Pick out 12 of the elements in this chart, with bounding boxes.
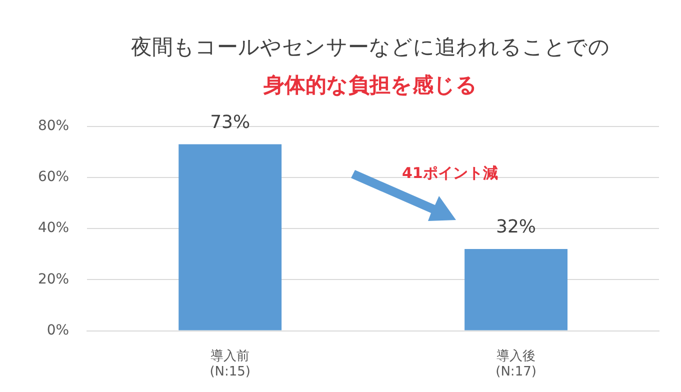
y-tick-label: 20% <box>38 271 70 288</box>
y-tick-label: 0% <box>46 322 70 338</box>
data-label: 32% <box>496 216 536 238</box>
chart-title: 夜間もコールやセンサーなどに追われることでの <box>130 34 611 61</box>
y-tick-label: 40% <box>38 220 70 236</box>
annotation: 41ポイント減 <box>402 164 498 183</box>
chart-subtitle: 身体的な負担を感じる <box>262 72 478 99</box>
y-tick-label: 60% <box>38 169 70 186</box>
x-tick-label: 導入後 (N:17) <box>496 348 536 380</box>
data-label: 73% <box>210 112 250 133</box>
y-tick-label: 80% <box>38 118 70 134</box>
x-tick-label: 導入前 (N:15) <box>210 348 250 380</box>
